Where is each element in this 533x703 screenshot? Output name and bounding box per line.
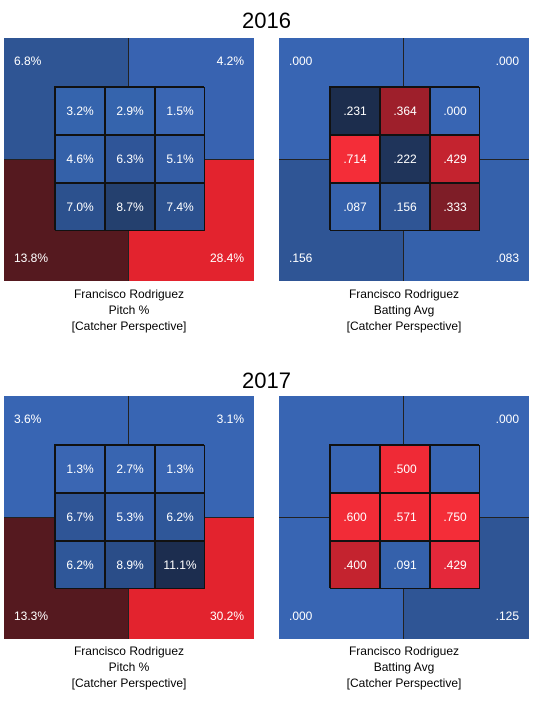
batting-avg-zone-2017: .000 .000 .125 .500.600.571.750 .400.091.429 [279, 396, 529, 639]
outer-zone-value: .000 [289, 609, 313, 623]
zone-cell: .500 [380, 445, 430, 493]
outer-zone-value: .125 [495, 609, 519, 623]
zone-cell: .571 [380, 493, 430, 541]
zone-cell: .600 [330, 493, 380, 541]
outer-zone-value: 6.8% [14, 54, 42, 68]
outer-zone-value: 3.1% [216, 412, 244, 426]
caption-metric: Pitch % [108, 303, 150, 317]
zone-cell: .087 [330, 183, 380, 231]
outer-zone-value: 3.6% [14, 412, 42, 426]
zone-cell: 7.0% [55, 183, 105, 231]
zone-cell: .364 [380, 87, 430, 135]
pitch-pct-zone-2016: 6.8% 4.2% 13.8% 28.4% 3.2% 2.9% 1.5% 4.6% 6.3% 5.… [4, 38, 254, 281]
caption-batting-avg-2017: Francisco Rodriguez Batting Avg [Catcher… [279, 643, 529, 691]
zone-cell: 6.7% [55, 493, 105, 541]
zone-cell: 4.6% [55, 135, 105, 183]
caption-player: Francisco Rodriguez [73, 644, 185, 658]
zone-cell: 8.9% [105, 541, 155, 589]
zone-cell: .156 [380, 183, 430, 231]
zone-cell: 3.2% [55, 87, 105, 135]
caption-perspective: [Catcher Perspective] [346, 319, 462, 333]
zone-cell [430, 445, 480, 493]
caption-player: Francisco Rodriguez [73, 287, 185, 301]
outer-zone-value: .000 [495, 54, 519, 68]
zone-cell: .091 [380, 541, 430, 589]
outer-zone-value: .000 [289, 54, 313, 68]
caption-perspective: [Catcher Perspective] [71, 676, 187, 690]
outer-zone-value: 13.8% [14, 251, 49, 265]
zone-cell: 6.3% [105, 135, 155, 183]
pitch-pct-zone-2017: 3.6% 3.1% 13.3% 30.2% 1.3% 2.7% 1.3% 6.7% 5.3% 6.… [4, 396, 254, 639]
outer-zone-value: 4.2% [216, 54, 244, 68]
caption-player: Francisco Rodriguez [348, 644, 460, 658]
zone-cell: .400 [330, 541, 380, 589]
zone-cell: .429 [430, 541, 480, 589]
zone-cell: 7.4% [155, 183, 205, 231]
zone-cell: .000 [430, 87, 480, 135]
year-title-2017: 2017 [242, 368, 291, 393]
zone-cell: 5.1% [155, 135, 205, 183]
zone-cell: .222 [380, 135, 430, 183]
zone-cell: .333 [430, 183, 480, 231]
zone-cell: 6.2% [55, 541, 105, 589]
outer-zone-value: 13.3% [14, 609, 49, 623]
caption-player: Francisco Rodriguez [348, 287, 460, 301]
zone-cell: .714 [330, 135, 380, 183]
strike-zone-grid: .231.364.000 .714.222.429 .087.156.333 [329, 86, 480, 231]
caption-metric: Batting Avg [373, 303, 435, 317]
outer-zone-value: .083 [495, 251, 519, 265]
outer-zone-value: .000 [495, 412, 519, 426]
caption-pitch-pct-2017: Francisco Rodriguez Pitch % [Catcher Per… [4, 643, 254, 691]
strike-zone-grid: 3.2% 2.9% 1.5% 4.6% 6.3% 5.1% 7.0% 8.7% 7.4% [54, 86, 205, 231]
zone-cell: .429 [430, 135, 480, 183]
zone-cell: .231 [330, 87, 380, 135]
strike-zone-grid: 1.3% 2.7% 1.3% 6.7% 5.3% 6.2% 6.2% 8.9% 11.1% [54, 444, 205, 589]
zone-cell: 2.7% [105, 445, 155, 493]
zone-cell: 1.3% [155, 445, 205, 493]
zone-cell: 11.1% [155, 541, 205, 589]
zone-cell: .750 [430, 493, 480, 541]
caption-pitch-pct-2016: Francisco Rodriguez Pitch % [Catcher Per… [4, 286, 254, 334]
caption-metric: Pitch % [108, 660, 150, 674]
zone-cell: 8.7% [105, 183, 155, 231]
batting-avg-zone-2016: .000.000.156.083.231.364.000.714.222.429… [279, 38, 529, 281]
caption-batting-avg-2016: Francisco Rodriguez Batting Avg [Catcher… [279, 286, 529, 334]
zone-cell: 1.3% [55, 445, 105, 493]
zone-cell: 5.3% [105, 493, 155, 541]
caption-perspective: [Catcher Perspective] [346, 676, 462, 690]
zone-cell: 1.5% [155, 87, 205, 135]
outer-zone-value: 28.4% [209, 251, 244, 265]
year-title-2016: 2016 [242, 8, 291, 33]
zone-cell: 6.2% [155, 493, 205, 541]
zone-cell: 2.9% [105, 87, 155, 135]
strike-zone-grid: .500.600.571.750 .400.091.429 [329, 444, 480, 589]
outer-zone-value: 30.2% [209, 609, 244, 623]
caption-perspective: [Catcher Perspective] [71, 319, 187, 333]
caption-metric: Batting Avg [373, 660, 435, 674]
outer-zone-value: .156 [289, 251, 313, 265]
zone-cell [330, 445, 380, 493]
